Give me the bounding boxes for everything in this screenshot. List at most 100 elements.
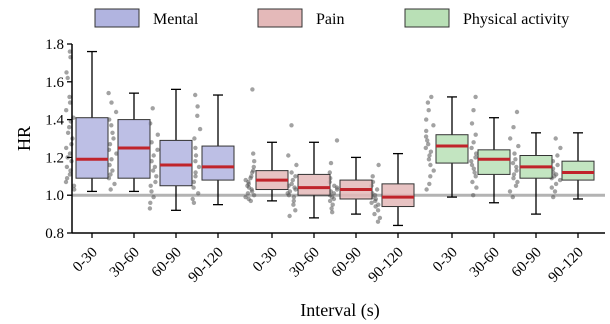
scatter-point xyxy=(64,164,70,170)
y-tick-label: 0.8 xyxy=(45,226,64,242)
scatter-point xyxy=(289,123,294,128)
scatter-point xyxy=(426,142,431,147)
scatter-point xyxy=(424,117,429,122)
legend-label: Mental xyxy=(153,11,199,28)
box-body xyxy=(435,134,469,164)
scatter-point xyxy=(510,160,516,166)
scatter-point xyxy=(197,126,203,132)
scatter-point xyxy=(431,123,436,128)
scatter-point xyxy=(331,196,337,202)
scatter-point xyxy=(369,200,374,205)
scatter-point xyxy=(110,130,115,135)
scatter-point xyxy=(374,187,380,192)
scatter-point xyxy=(327,170,332,175)
scatter-point xyxy=(511,172,517,177)
scatter-point xyxy=(289,170,294,175)
scatter-point xyxy=(553,181,559,187)
scatter-point xyxy=(151,194,156,200)
box-mental-90-120 xyxy=(201,94,235,206)
scatter-point xyxy=(425,100,431,105)
scatter-point xyxy=(469,121,475,126)
scatter-point xyxy=(67,151,73,156)
box-pain-60-90 xyxy=(339,156,373,215)
scatter-point xyxy=(193,174,198,179)
scatter-point xyxy=(553,136,558,141)
scatter-point xyxy=(516,143,521,149)
legend-label: Pain xyxy=(316,11,344,28)
scatter-point xyxy=(473,174,478,179)
box-body xyxy=(381,183,415,208)
scatter-point xyxy=(249,189,255,194)
box-pain-90-120 xyxy=(381,152,415,227)
box-mental-60-90 xyxy=(159,88,193,211)
scatter-point xyxy=(373,198,378,204)
scatter-point xyxy=(251,164,256,170)
legend-item-physical-activity: Physical activity xyxy=(404,8,569,28)
scatter-point xyxy=(471,140,476,145)
scatter-point xyxy=(423,134,429,139)
y-tick-label: 1.2 xyxy=(45,150,64,166)
scatter-point xyxy=(373,204,378,209)
scatter-point xyxy=(471,193,476,198)
scatter-point xyxy=(112,181,117,187)
legend: Mental Pain Physical activity xyxy=(94,8,569,28)
scatter-point xyxy=(428,174,433,179)
scatter-point xyxy=(429,94,434,100)
scatter-point xyxy=(109,100,114,105)
scatter-point xyxy=(424,128,429,134)
scatter-point xyxy=(515,179,520,185)
scatter-point xyxy=(551,194,556,200)
scatter-point xyxy=(290,177,295,183)
scatter-point xyxy=(469,159,474,164)
scatter-point xyxy=(191,185,196,190)
scatter-point xyxy=(291,194,297,200)
scatter-point xyxy=(425,138,430,143)
scatter-point xyxy=(64,70,69,75)
scatter-point xyxy=(549,185,554,190)
y-tick-label: 1.8 xyxy=(45,37,64,53)
scatter-point xyxy=(469,162,475,168)
legend-swatch xyxy=(404,8,450,28)
scatter-point xyxy=(151,153,156,158)
scatter-point xyxy=(293,187,298,192)
scatter-point xyxy=(555,153,560,158)
y-tick-label: 1.6 xyxy=(45,75,64,91)
scatter-point xyxy=(428,162,433,168)
scatter-point xyxy=(248,176,253,181)
legend-swatch xyxy=(257,8,303,28)
scatter-point xyxy=(193,92,198,98)
y-axis-title: HR xyxy=(14,126,34,151)
scatter-point xyxy=(251,151,256,156)
scatter-point xyxy=(67,94,72,100)
scatter-point xyxy=(63,145,69,151)
scatter-point xyxy=(152,164,158,170)
scatter-point xyxy=(330,202,335,207)
box-physical-activity-30-60 xyxy=(477,117,511,204)
scatter-point xyxy=(510,194,515,200)
scatter-point xyxy=(511,125,516,130)
scatter-point xyxy=(428,149,434,154)
scatter-point xyxy=(423,145,428,151)
scatter-point xyxy=(155,132,160,137)
scatter-point xyxy=(252,159,257,164)
scatter-point xyxy=(470,179,475,185)
scatter-point xyxy=(193,159,198,164)
box-body xyxy=(561,160,595,181)
box-body xyxy=(159,139,193,187)
scatter-point xyxy=(111,136,116,141)
scatter-point xyxy=(196,164,202,170)
scatter-point xyxy=(150,168,156,173)
scatter-point xyxy=(196,191,201,196)
scatter-point xyxy=(330,210,335,215)
scatter-point xyxy=(507,189,513,194)
legend-swatch xyxy=(94,8,140,28)
scatter-point xyxy=(327,198,333,204)
scatter-point xyxy=(191,200,197,205)
x-tick-label: 60-90 xyxy=(509,245,545,281)
scatter-point xyxy=(67,49,73,54)
scatter-point xyxy=(552,189,558,194)
scatter-point xyxy=(109,123,114,128)
x-tick-label: 30-60 xyxy=(107,245,143,281)
scatter-point xyxy=(248,198,253,204)
